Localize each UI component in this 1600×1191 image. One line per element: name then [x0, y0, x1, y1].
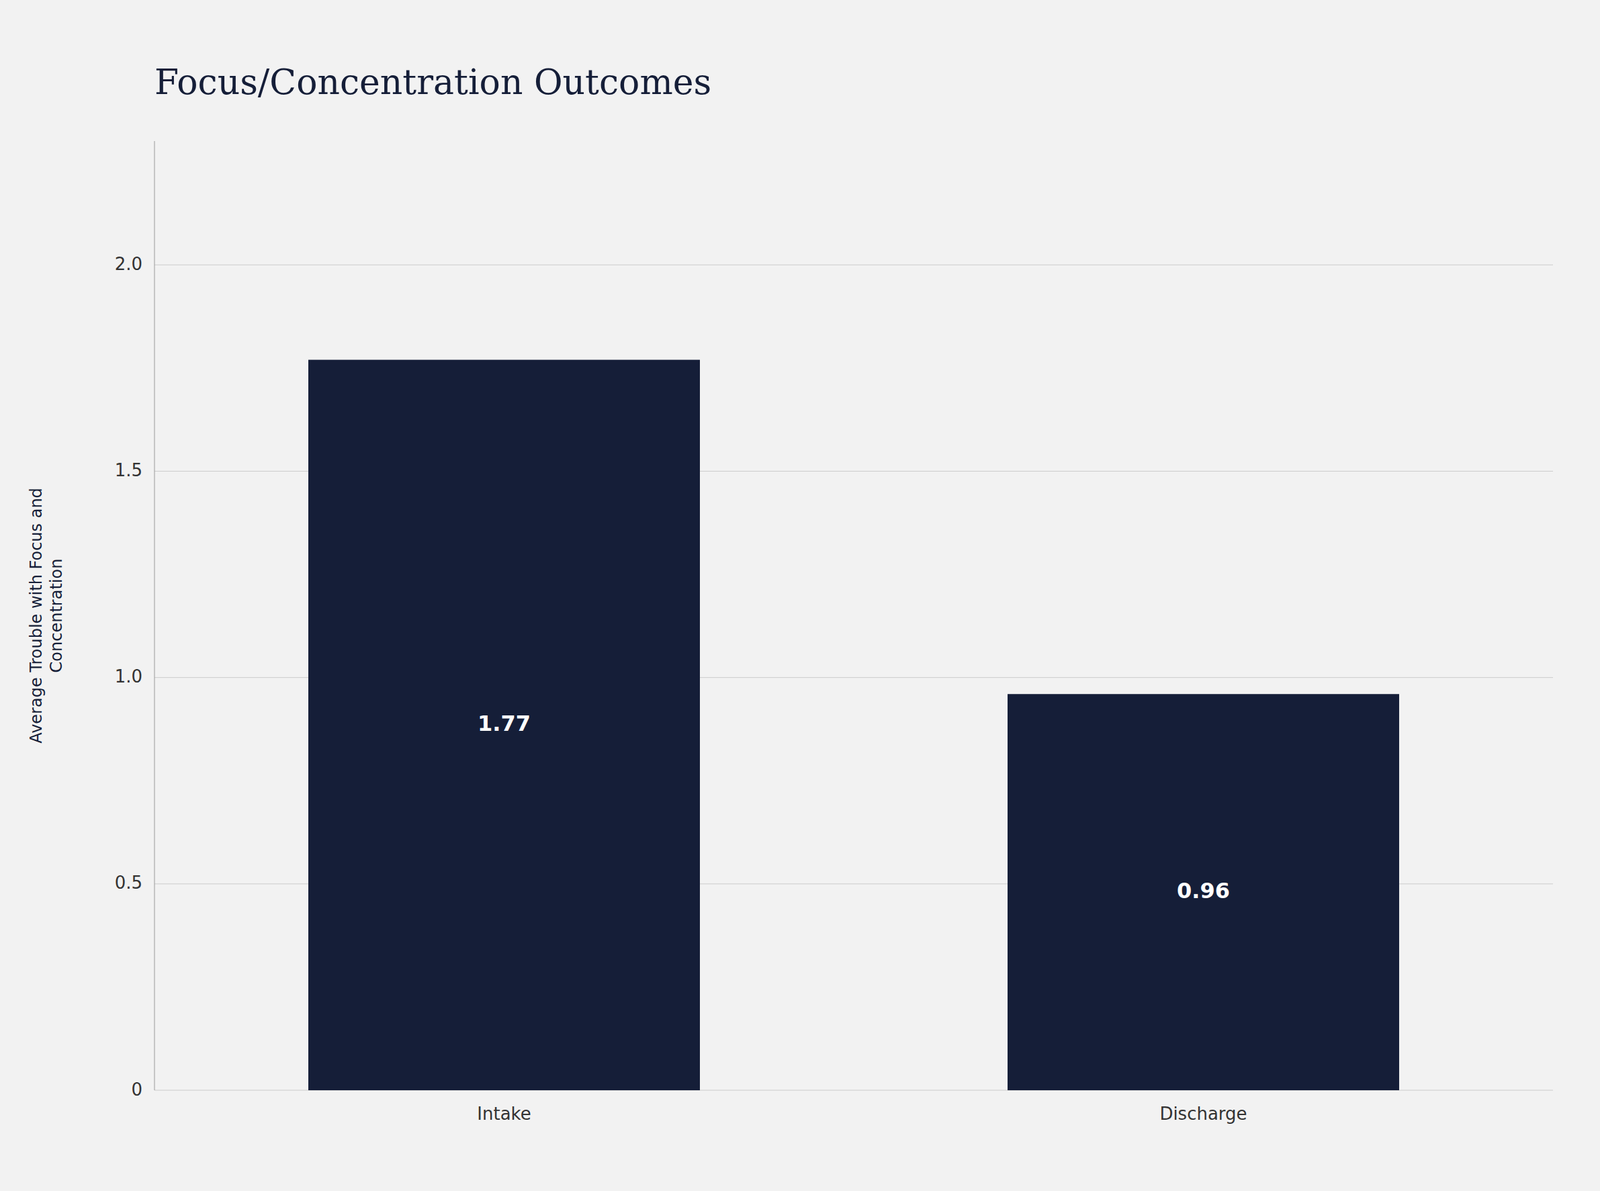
y-axis-title: Average Trouble with Focus andConcentrat… [26, 487, 66, 744]
data-labels: 1.77 0.96 [477, 710, 1230, 904]
y-tick-label: 0.5 [114, 872, 143, 893]
chart-container: 0 0.5 1.0 1.5 2.0 1.77 0.96 Intake Discharge Focu… [0, 0, 1600, 1191]
grid [154, 264, 1553, 1091]
y-tick-label: 1.5 [114, 460, 143, 481]
data-label: 0.96 [1176, 877, 1230, 904]
y-axis-line [154, 141, 156, 1091]
chart-svg: 0 0.5 1.0 1.5 2.0 1.77 0.96 Intake Discharge Focu… [0, 0, 1600, 1191]
y-axis: 0 0.5 1.0 1.5 2.0 [114, 253, 143, 1100]
y-axis-title-line: Concentration [47, 558, 66, 674]
title: Focus/Concentration Outcomes [154, 61, 712, 103]
y-tick-label: 1.0 [114, 666, 143, 687]
x-tick-label: Discharge [1159, 1103, 1247, 1124]
bar [1007, 693, 1400, 1091]
data-label: 1.77 [477, 710, 531, 737]
bar [308, 360, 700, 1091]
x-axis: Intake Discharge [476, 1103, 1247, 1124]
y-axis-title-line: Average Trouble with Focus and [26, 487, 46, 744]
background [0, 0, 1600, 1191]
grid-line [154, 264, 1553, 266]
y-tick-label: 2.0 [114, 253, 143, 275]
y-tick-label: 0 [130, 1079, 143, 1100]
bars [308, 360, 1400, 1091]
page: {"chart_data": {"type": "bar", "title": … [0, 0, 1600, 1191]
x-tick-label: Intake [476, 1103, 531, 1124]
